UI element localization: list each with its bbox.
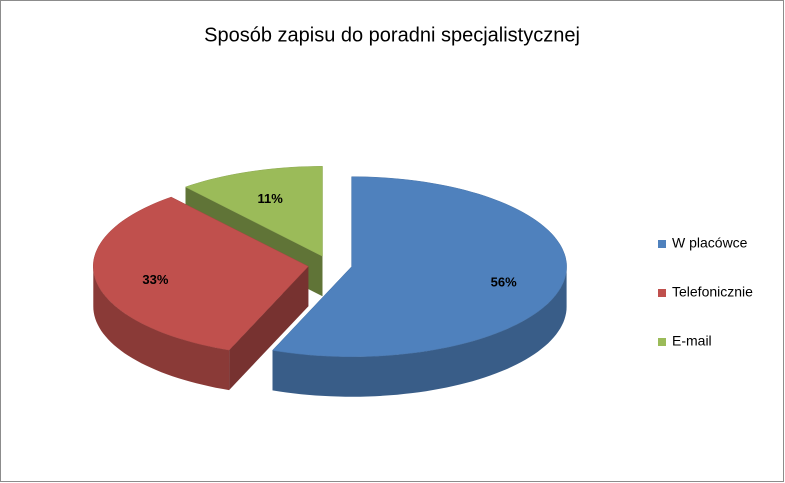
slice-side xyxy=(93,266,230,391)
data-label: 11% xyxy=(257,191,283,206)
legend-swatch xyxy=(658,338,666,346)
data-label: 33% xyxy=(142,272,168,287)
data-label: 56% xyxy=(491,274,517,289)
legend-label: E-mail xyxy=(672,333,712,349)
slice-top xyxy=(184,166,323,257)
chart-title: Sposób zapisu do poradni specjalistyczne… xyxy=(204,24,580,46)
slice-top xyxy=(93,196,309,351)
legend-swatch xyxy=(658,240,666,248)
legend-label: W placówce xyxy=(672,235,748,251)
slice xyxy=(93,196,309,391)
legend-swatch xyxy=(658,289,666,297)
slice-top xyxy=(271,176,567,357)
legend-label: Telefonicznie xyxy=(672,284,753,300)
slice-wall xyxy=(229,266,309,391)
slice xyxy=(271,176,567,397)
slice-side xyxy=(272,266,567,397)
